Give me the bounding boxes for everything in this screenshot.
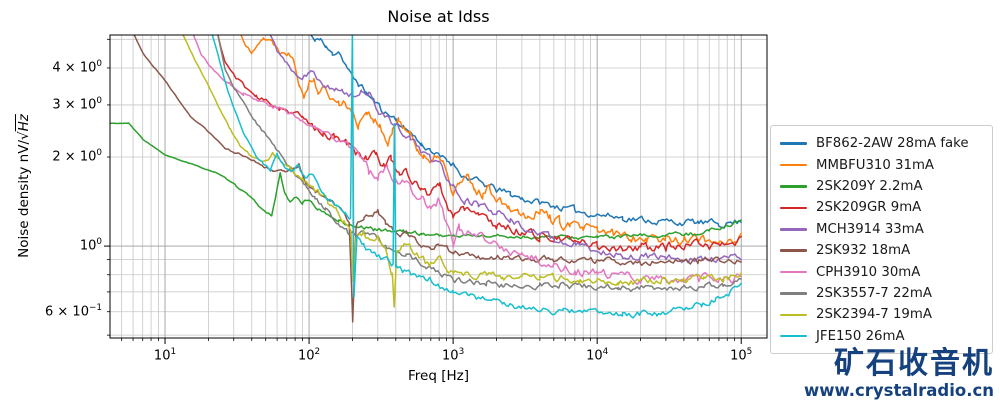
y-tick-label: 4 × 100: [52, 58, 102, 76]
x-axis-label: Freq [Hz]: [408, 368, 469, 384]
legend-entry: 2SK3557-7 22mA: [780, 283, 984, 304]
legend-swatch: [780, 334, 807, 338]
legend-entry: 2SK209Y 2.2mA: [780, 176, 984, 197]
legend-label: 2SK209Y 2.2mA: [816, 178, 923, 194]
y-axis-label-radical: √: [16, 131, 32, 140]
legend-label: 2SK932 18mA: [816, 243, 911, 259]
y-tick-label: 3 × 100: [52, 95, 102, 113]
legend-entry: BF862-2AW 28mA fake: [780, 133, 984, 154]
legend-swatch: [780, 249, 807, 252]
legend-label: BF862-2AW 28mA fake: [816, 136, 969, 152]
legend-swatch: [780, 163, 807, 167]
legend-swatch: [780, 142, 807, 145]
legend-label: MCH3914 33mA: [816, 221, 924, 237]
legend-label: 2SK209GR 9mA: [816, 200, 922, 216]
plot-border: [109, 34, 768, 339]
watermark: 矿石收音机 www.crystalradio.cn: [804, 348, 994, 399]
legend-entry: 2SK209GR 9mA: [780, 197, 984, 218]
legend-label: JFE150 26mA: [816, 328, 905, 344]
legend-entry: 2SK2394-7 19mA: [780, 304, 984, 325]
y-tick-label: 6 × 10−1: [45, 302, 102, 320]
y-axis-label-unit: Hz: [16, 114, 32, 132]
x-tick-label: 102: [297, 347, 321, 364]
y-tick-label: 100: [79, 237, 102, 254]
legend-swatch: [780, 228, 807, 231]
legend-label: 2SK2394-7 19mA: [816, 307, 932, 323]
series-line-cph3910: [192, 35, 742, 286]
legend-label: MMBFU310 31mA: [816, 157, 935, 173]
chart-title: Noise at Idss: [387, 7, 490, 26]
watermark-text-cn: 矿石收音机: [834, 346, 994, 382]
series-line-2sk932: [133, 35, 742, 323]
legend-swatch: [780, 206, 807, 210]
legend-entry: 2SK932 18mA: [780, 240, 984, 261]
legend-swatch: [780, 270, 807, 274]
series-line-2sk209y: [110, 122, 742, 241]
legend: BF862-2AW 28mA fake MMBFU310 31mA 2SK209Y …: [770, 125, 993, 354]
legend-label: CPH3910 30mA: [816, 264, 921, 280]
series-line-mmbfu310: [240, 35, 742, 247]
x-tick-label: 103: [442, 347, 465, 364]
legend-entry: MMBFU310 31mA: [780, 154, 984, 175]
watermark-url: www.crystalradio.cn: [804, 380, 994, 400]
x-tick-label: 105: [730, 347, 753, 364]
legend-entry: CPH3910 30mA: [780, 261, 984, 282]
x-tick-label: 101: [153, 347, 177, 364]
y-tick-label: 2 × 100: [52, 148, 102, 165]
legend-entry: MCH3914 33mA: [780, 219, 984, 240]
legend-swatch: [780, 185, 807, 188]
series-line-bf862-2aw: [310, 35, 742, 229]
series-line-jfe150: [211, 35, 742, 319]
series-line-mch3914: [269, 35, 742, 264]
legend-swatch: [780, 292, 807, 295]
legend-entry: JFE150 26mA: [780, 326, 984, 347]
legend-swatch: [780, 313, 807, 317]
series-line-2sk209gr: [217, 35, 742, 252]
x-tick-label: 104: [586, 347, 609, 364]
series-line-2sk2394-7: [182, 35, 742, 308]
legend-label: 2SK3557-7 22mA: [816, 285, 932, 301]
